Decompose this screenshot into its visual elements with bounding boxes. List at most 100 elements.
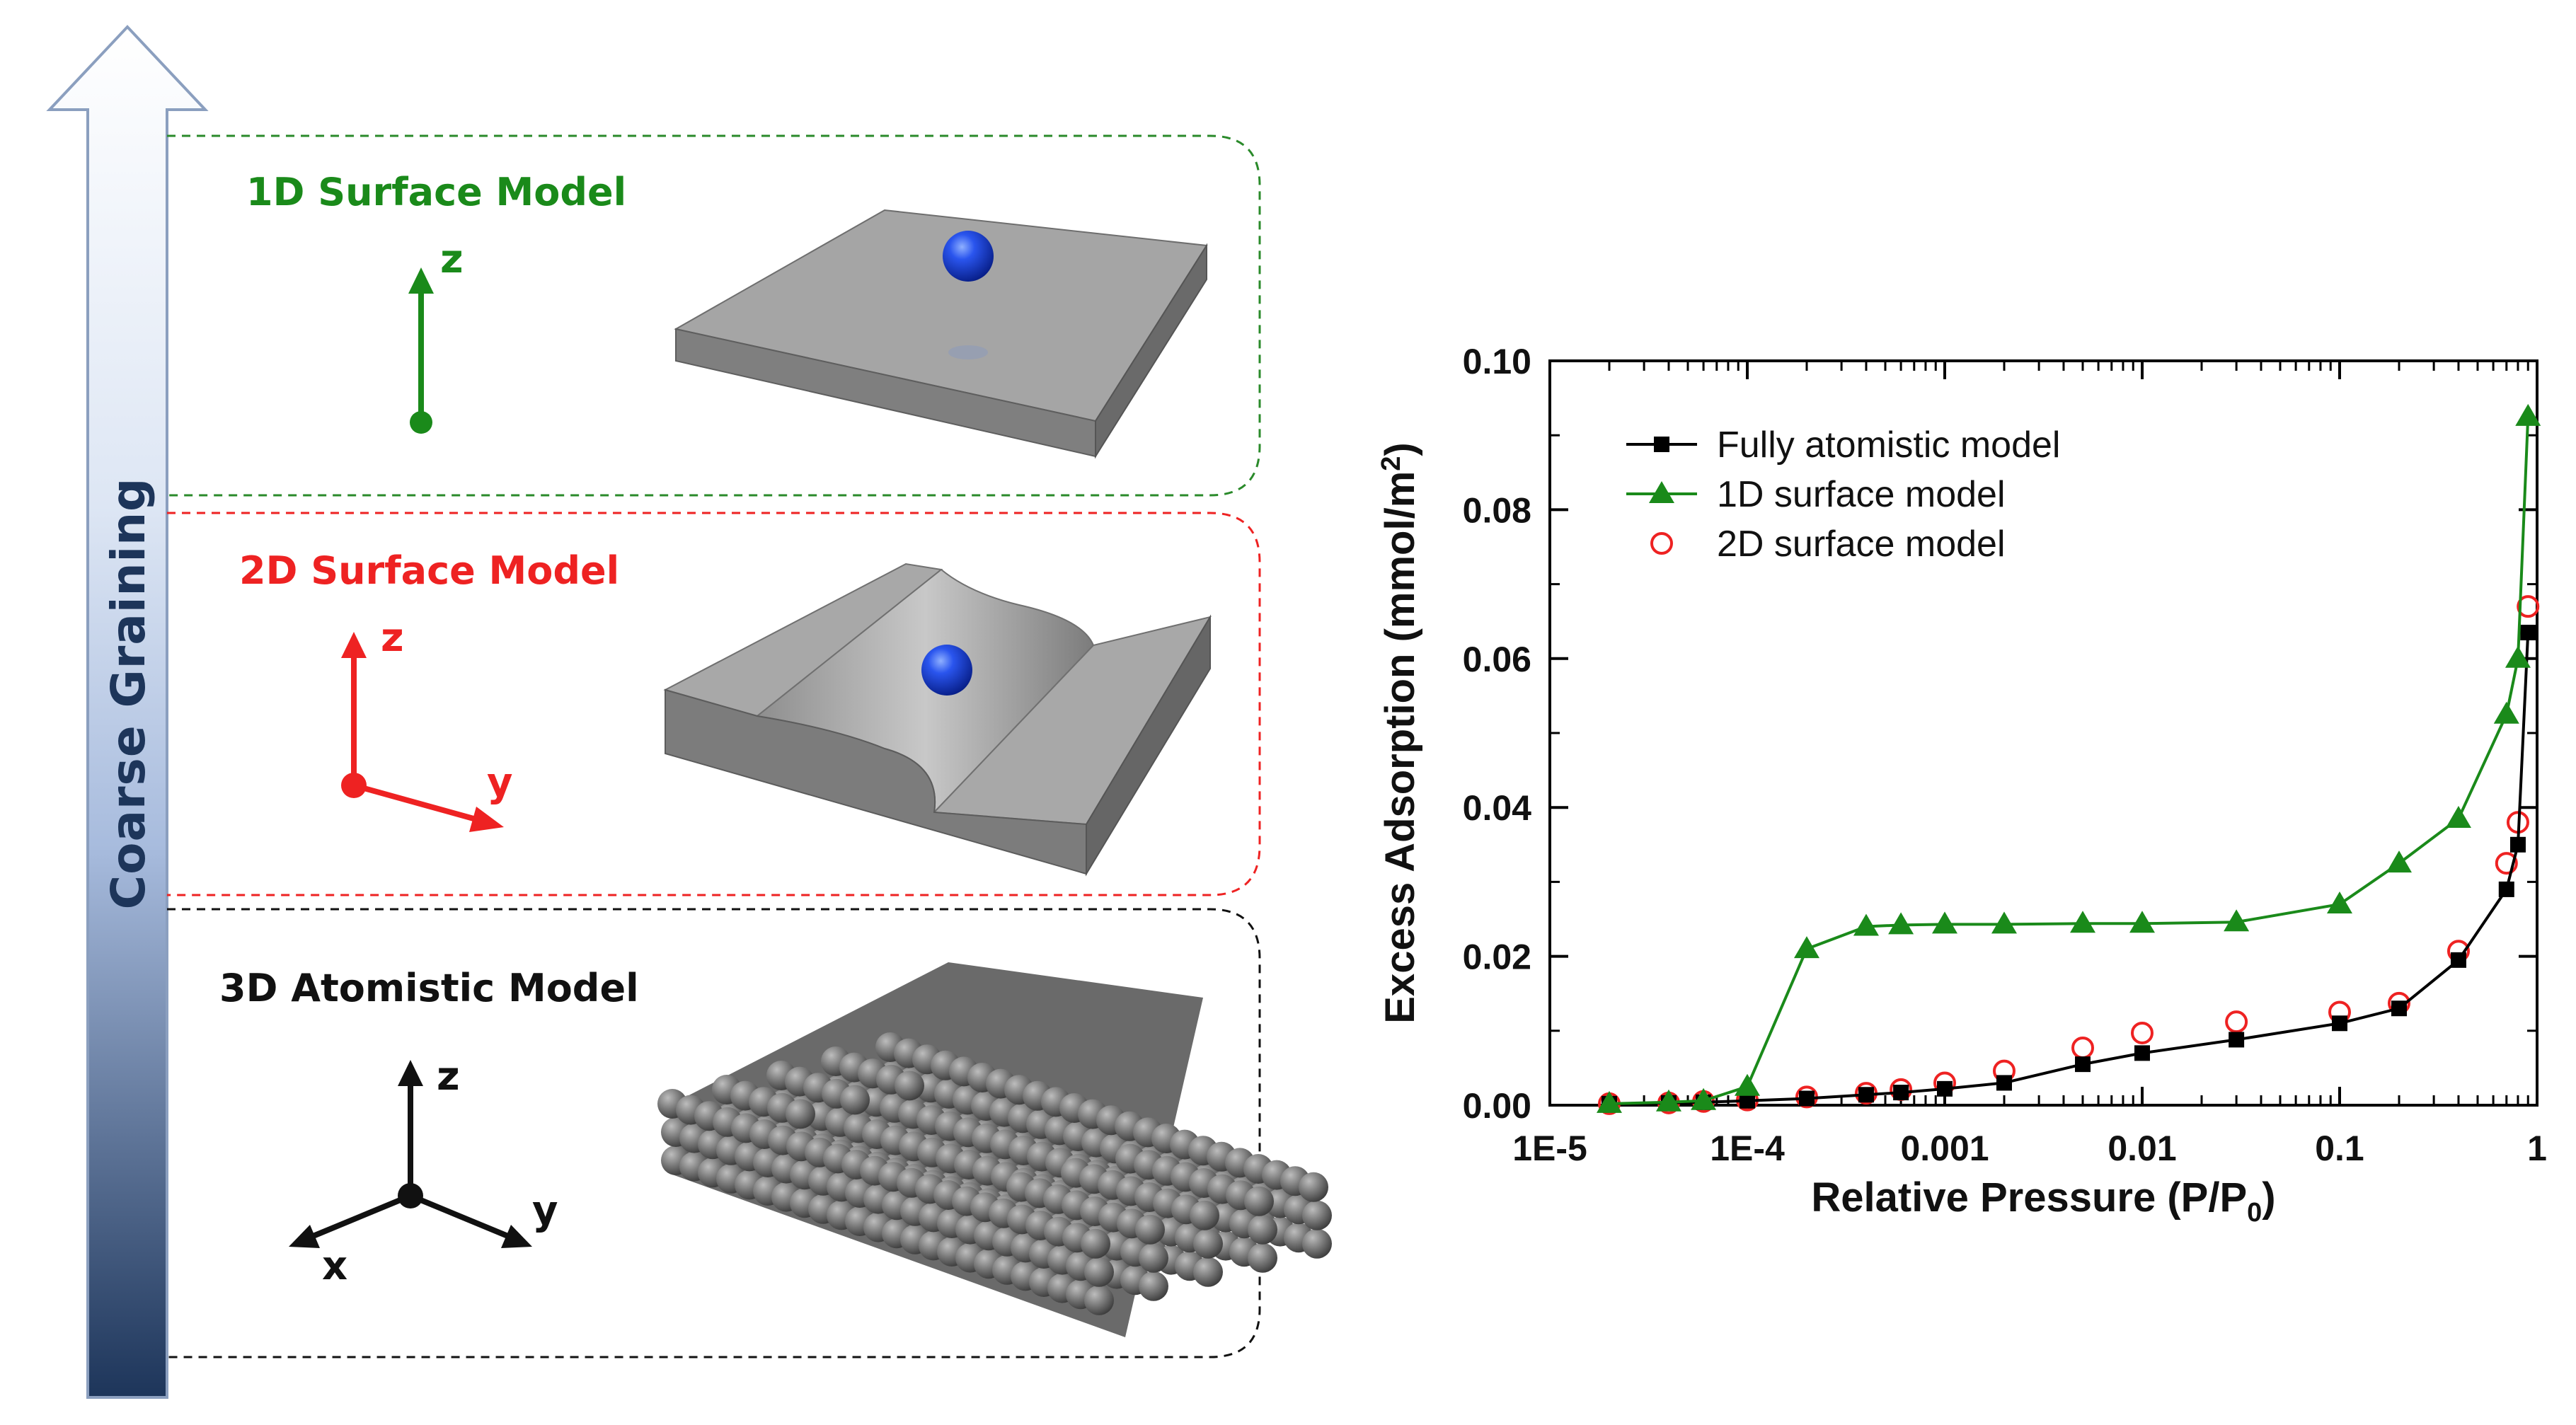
axis-3d-x-label: x	[322, 1243, 347, 1289]
data-point	[1932, 911, 1957, 934]
atom-sphere	[786, 1099, 815, 1129]
data-point	[2134, 1045, 2150, 1061]
atom-sphere	[1302, 1228, 1332, 1259]
atom-sphere	[1299, 1172, 1328, 1202]
panel-1d-frame	[167, 134, 1261, 497]
atom-sphere	[1193, 1228, 1223, 1259]
data-point	[1858, 1087, 1874, 1103]
x-tick-label: 1E-4	[1710, 1129, 1785, 1168]
data-point	[2520, 624, 2536, 640]
axes-1d: z	[408, 236, 464, 434]
atomistic-slab-illustration	[657, 962, 1332, 1337]
axis-2d-z-label: z	[381, 615, 404, 661]
data-point	[2498, 881, 2514, 897]
data-point	[1991, 911, 2017, 934]
adsorbate-sphere-icon	[943, 231, 994, 282]
data-point	[1937, 1080, 1953, 1097]
legend-label: Fully atomistic model	[1717, 425, 2060, 466]
legend-marker	[1649, 481, 1674, 503]
plot-frame	[1548, 359, 2538, 1107]
data-point	[2391, 1000, 2407, 1017]
data-point	[1740, 1092, 1755, 1109]
atom-sphere	[1135, 1214, 1165, 1245]
data-point	[2225, 1010, 2248, 1034]
panel-2d-frame	[167, 512, 1261, 896]
data-point	[1893, 1085, 1909, 1101]
data-point	[2445, 805, 2471, 828]
data-point	[1596, 1090, 1622, 1113]
data-point	[1888, 912, 1914, 935]
y-tick-label: 0.10	[1463, 342, 1531, 381]
data-point	[2131, 1021, 2154, 1044]
data-point	[2493, 701, 2519, 724]
atom-sphere	[1190, 1200, 1219, 1230]
axis-2d-y-label: y	[487, 760, 513, 806]
axes-3d: z x y	[289, 1054, 558, 1289]
atom-sphere	[1139, 1242, 1168, 1273]
atom-sphere	[840, 1085, 870, 1115]
y-tick-label: 0.06	[1463, 640, 1531, 679]
data-point	[2229, 1032, 2245, 1048]
x-axis-title: Relative Pressure (P/P0)	[1811, 1175, 2275, 1228]
axis-3d-z-label: z	[437, 1054, 460, 1100]
atom-sphere	[895, 1071, 924, 1101]
data-point	[2509, 836, 2526, 853]
data-point	[2515, 403, 2541, 426]
data-point	[2070, 911, 2096, 933]
data-point	[2327, 891, 2352, 913]
chart-legend: Fully atomistic model 1D surface model 2D …	[1626, 425, 2060, 565]
y-tick-label: 0.02	[1463, 937, 1531, 977]
x-tick-label: 1E-5	[1512, 1129, 1587, 1168]
atom-sphere	[1084, 1285, 1114, 1315]
data-point	[2386, 850, 2412, 873]
data-point	[1655, 1089, 1681, 1112]
x-tick-label: 1	[2527, 1129, 2547, 1168]
axes-2d: z y	[341, 615, 513, 832]
coarse-graining-label: Coarse Graining	[101, 478, 156, 910]
x-tick-label: 0.1	[2315, 1129, 2364, 1168]
legend-label: 1D surface model	[1717, 474, 2006, 515]
slab-2d-illustration	[663, 562, 1212, 877]
y-tick-label: 0.08	[1463, 490, 1531, 530]
atom-sphere	[1244, 1186, 1274, 1216]
data-point	[1691, 1088, 1717, 1110]
atom-sphere	[1081, 1228, 1110, 1259]
y-tick-label: 0.00	[1463, 1086, 1531, 1126]
data-point	[2071, 1036, 2095, 1059]
data-point	[1853, 913, 1879, 936]
panel-3d-frame	[167, 908, 1261, 1358]
data-point	[1996, 1075, 2012, 1091]
x-tick-label: 0.01	[2108, 1129, 2176, 1168]
data-point	[1793, 936, 1819, 959]
coarse-graining-arrow: Coarse Graining	[46, 25, 209, 1399]
data-point	[2332, 1015, 2347, 1032]
atom-sphere	[1139, 1271, 1168, 1301]
atom-sphere	[1302, 1200, 1332, 1230]
legend-label: 2D surface model	[1717, 524, 2006, 565]
y-axis-title: Excess Adsorption (mmol/m2)	[1376, 442, 1423, 1024]
panel-3d-title: 3D Atomistic Model	[219, 966, 639, 1010]
data-point	[2129, 911, 2155, 933]
axis-3d-y-label: y	[532, 1188, 558, 1234]
atom-sphere	[1193, 1257, 1223, 1287]
data-point	[2505, 645, 2531, 668]
panel-2d-title: 2D Surface Model	[239, 548, 619, 593]
atom-spheres	[657, 1032, 1332, 1315]
adsorbate-sphere-icon	[921, 645, 972, 696]
data-point	[2450, 952, 2466, 968]
panel-1d-title: 1D Surface Model	[246, 170, 626, 214]
data-point	[2517, 595, 2540, 618]
series-triangle	[1596, 403, 2541, 1113]
atom-sphere	[1248, 1242, 1277, 1273]
slab-1d-illustration	[674, 209, 1208, 459]
legend-marker	[1650, 532, 1673, 555]
atom-sphere	[1248, 1214, 1277, 1245]
data-point	[1798, 1090, 1815, 1107]
data-point	[2224, 909, 2250, 932]
x-tick-label: 0.001	[1900, 1129, 1989, 1168]
atom-sphere	[1084, 1257, 1114, 1287]
adsorption-chart: 1E-5 1E-4 0.001 0.01 0.1 1 0.00 0.02 0.04 0.06 0.0…	[1376, 342, 2547, 1228]
data-point	[2495, 852, 2518, 875]
data-point	[1735, 1073, 1760, 1096]
